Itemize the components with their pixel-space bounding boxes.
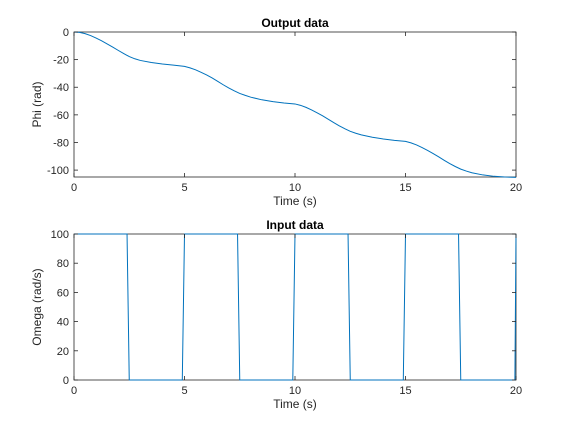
output-x-tick-label: 10 xyxy=(289,182,301,194)
input-data-axes: 0 5 10 15 20 0 20 40 60 80 100 Input data Time (s) Om… xyxy=(30,218,522,411)
output-y-tick-label: -60 xyxy=(53,110,69,122)
output-x-tick-label: 5 xyxy=(181,182,187,194)
output-y-tick-label: -100 xyxy=(47,165,69,177)
output-y-tick-label: 0 xyxy=(63,27,69,39)
output-data-axes: 0 5 10 15 20 -100 -80 -60 -40 -20 0 Output data Time… xyxy=(30,16,522,208)
output-y-axis-label: Phi (rad) xyxy=(30,81,44,127)
input-x-tick-label: 10 xyxy=(289,385,301,397)
output-y-tick-label: -80 xyxy=(53,137,69,149)
input-x-tick-label: 20 xyxy=(510,385,522,397)
input-x-tick-label: 0 xyxy=(71,385,77,397)
input-y-tick-label: 20 xyxy=(57,346,69,358)
output-x-tick-label: 0 xyxy=(71,182,77,194)
input-y-tick-label: 60 xyxy=(57,287,69,299)
input-y-axis-label: Omega (rad/s) xyxy=(30,268,44,345)
input-y-tick-label: 0 xyxy=(63,375,69,387)
input-y-tick-label: 100 xyxy=(51,229,69,241)
output-chart-title: Output data xyxy=(261,16,329,30)
input-x-axis-label: Time (s) xyxy=(273,397,317,411)
output-y-tick-label: -40 xyxy=(53,82,69,94)
output-series-line xyxy=(73,31,517,178)
input-y-tick-label: 40 xyxy=(57,317,69,329)
output-x-tick-label: 20 xyxy=(510,182,522,194)
input-x-tick-label: 15 xyxy=(399,385,411,397)
input-y-tick-label: 80 xyxy=(57,258,69,270)
output-plot-area xyxy=(73,31,517,178)
output-x-axis-label: Time (s) xyxy=(273,194,317,208)
output-y-tick-label: -20 xyxy=(53,55,69,67)
input-chart-title: Input data xyxy=(266,218,324,232)
input-x-tick-label: 5 xyxy=(181,385,187,397)
output-x-tick-label: 15 xyxy=(399,182,411,194)
